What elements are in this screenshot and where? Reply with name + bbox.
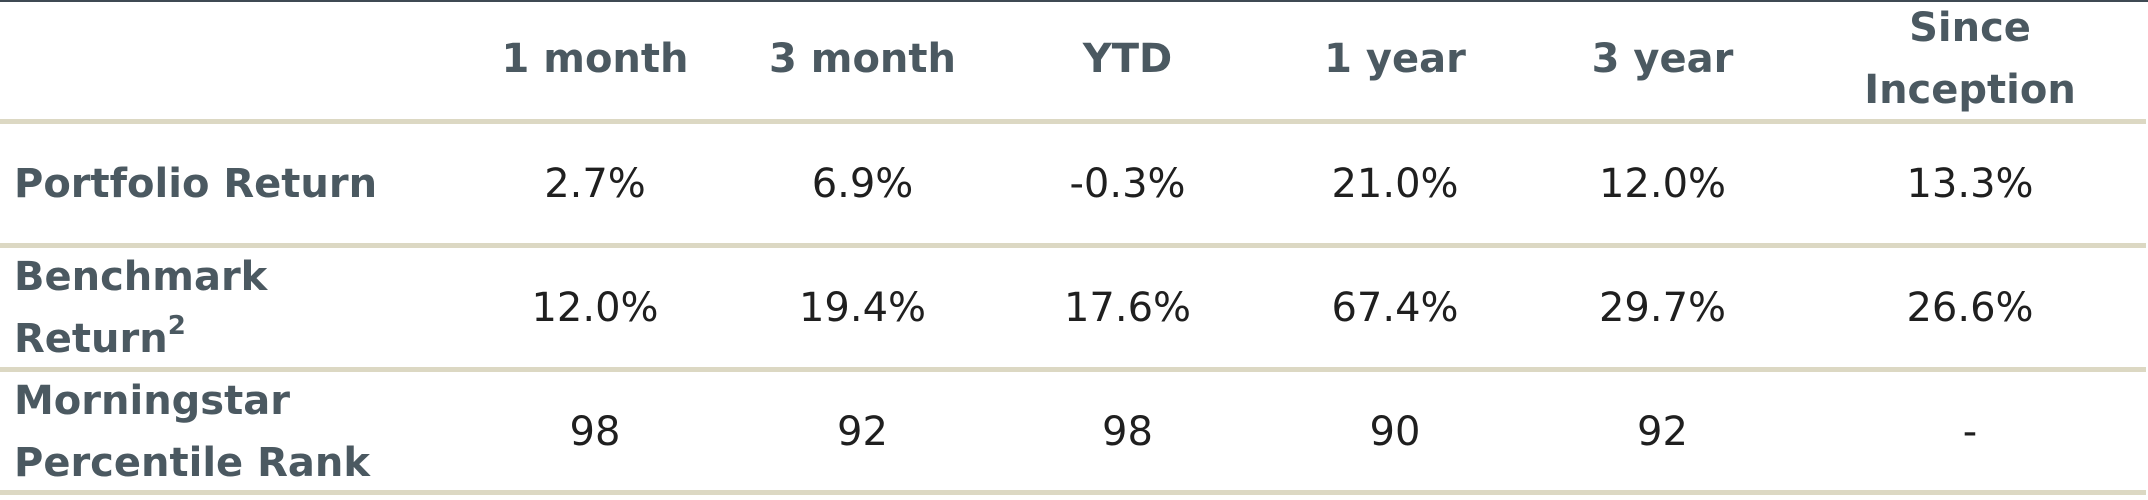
table-cell: 98 (1102, 409, 1153, 455)
table-cell: 13.3% (1906, 161, 2034, 207)
table-cell: 2.7% (544, 161, 646, 207)
table-cell: 67.4% (1331, 285, 1459, 331)
table-cell: -0.3% (1069, 161, 1186, 207)
column-header-1-month: 1 month (501, 36, 689, 82)
row-divider (0, 490, 2146, 495)
table-cell: 19.4% (798, 285, 927, 331)
table-cell: 92 (1637, 409, 1688, 455)
column-header-ytd: YTD (1082, 36, 1173, 82)
table-cell: 92 (837, 409, 888, 455)
table-cell: 26.6% (1906, 285, 2034, 331)
row-label-text: Morningstar Percentile Rank (14, 378, 370, 486)
table-cell: 90 (1369, 409, 1421, 455)
column-header-since-inception: Since Inception (1864, 5, 2076, 113)
table-cell: 12.0% (531, 285, 659, 331)
row-divider (0, 243, 2146, 248)
footnote-marker: 2 (167, 310, 186, 341)
row-label-text: Portfolio Return (14, 161, 378, 207)
column-header-3-month: 3 month (769, 36, 956, 82)
table-cell: - (1962, 409, 1978, 455)
top-border (0, 0, 2148, 2)
row-label-portfolio-return: Portfolio Return (14, 124, 434, 244)
table-cell: 21.0% (1331, 161, 1459, 207)
row-divider (0, 367, 2146, 372)
table-cell: 6.9% (811, 161, 914, 207)
column-header-1-year: 1 year (1324, 36, 1466, 82)
table-cell: 98 (569, 409, 621, 455)
table-cell: 12.0% (1598, 161, 1727, 207)
row-divider (0, 119, 2146, 124)
column-header-3-year: 3 year (1591, 36, 1734, 82)
table-cell: 29.7% (1598, 285, 1727, 331)
row-label-morningstar-rank: Morningstar Percentile Rank (14, 372, 434, 492)
table-cell: 17.6% (1063, 285, 1192, 331)
row-label-text: Benchmark Return2 (14, 254, 268, 362)
row-label-benchmark-return: Benchmark Return2 (14, 248, 344, 368)
